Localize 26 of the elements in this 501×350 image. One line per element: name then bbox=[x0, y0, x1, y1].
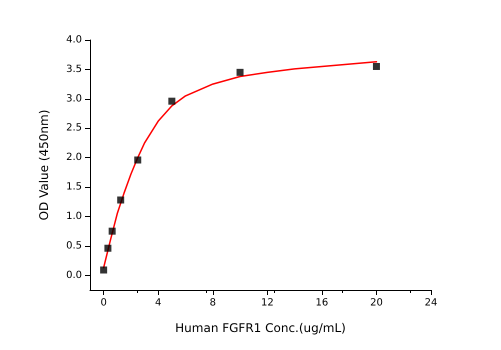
y-tick-label: 3.0 bbox=[66, 93, 82, 104]
y-tick-label: 0.5 bbox=[66, 240, 82, 252]
x-tick-label: 8 bbox=[210, 298, 216, 308]
x-tick-label: 24 bbox=[424, 298, 438, 308]
x-tick-label: 0 bbox=[100, 298, 107, 308]
point bbox=[117, 196, 124, 204]
point bbox=[168, 98, 176, 105]
y-tick-label: 1.0 bbox=[66, 210, 82, 222]
y-tick-label: 4.0 bbox=[66, 34, 82, 46]
x-tick-label: 4 bbox=[155, 298, 162, 308]
x-tick-label: 20 bbox=[370, 298, 383, 308]
point bbox=[108, 228, 116, 235]
y-tick-label: 0.0 bbox=[66, 270, 82, 281]
y-tick-label: 2.5 bbox=[66, 122, 82, 134]
y-tick-label: 1.5 bbox=[66, 182, 82, 193]
y-tick-label: 3.5 bbox=[66, 64, 82, 75]
point bbox=[134, 156, 142, 164]
point bbox=[100, 266, 108, 274]
point bbox=[372, 62, 380, 70]
x-tick-label: 12 bbox=[260, 298, 274, 308]
y-axis-title: OD Value (450nm) bbox=[37, 110, 51, 220]
x-tick-label: 16 bbox=[316, 298, 328, 308]
x-axis-title: Human FGFR1 Conc.(ug/mL) bbox=[175, 321, 346, 335]
point bbox=[104, 244, 112, 252]
y-tick-label: 2.0 bbox=[66, 152, 82, 164]
point bbox=[236, 68, 244, 76]
